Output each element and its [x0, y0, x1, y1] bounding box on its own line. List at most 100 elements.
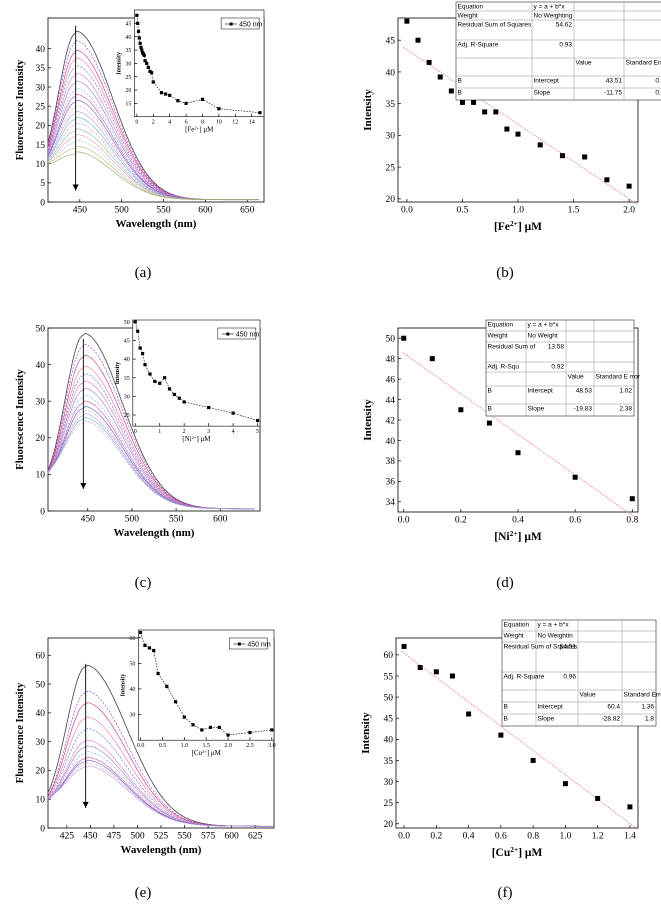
chart-f-x-tick-label: 0.0	[398, 832, 410, 842]
chart-e-inset-point	[248, 730, 252, 735]
chart-f-x-tick-label: 1.0	[559, 832, 571, 842]
chart-a-inset-point	[217, 107, 221, 111]
chart-c-y-tick-label: 40	[36, 361, 46, 371]
chart-f-stats-equation: y = a + b*x	[538, 622, 570, 629]
chart-e-x-axis-label: Wavelength (nm)	[121, 844, 202, 856]
chart-f-data-point	[627, 804, 633, 810]
chart-f-stats-r2: 0.96	[563, 674, 576, 681]
chart-e-inset-point	[173, 700, 178, 704]
chart-c-inset-point	[177, 396, 181, 400]
chart-c-y-tick-label: 0	[40, 507, 45, 517]
chart-e-inset-y-tick-label: 60	[129, 636, 135, 642]
chart-e-inset-legend-box	[229, 637, 268, 650]
chart-b-y-tick-label: 45	[386, 37, 396, 47]
chart-a-inset-point	[145, 61, 149, 65]
chart-e-x-tick-label: 625	[248, 832, 263, 842]
chart-e-y-tick-label: 50	[36, 680, 46, 690]
chart-c-inset-point	[138, 346, 142, 350]
chart-a-spectrum-curve	[47, 151, 259, 200]
chart-d-data-point	[401, 335, 407, 341]
chart-d-stats-frame	[485, 319, 635, 417]
chart-f-data-point	[562, 781, 568, 787]
chart-e-inset-legend-marker	[237, 642, 241, 646]
chart-a-x-tick-label: 500	[115, 206, 130, 216]
chart-c-inset-point	[148, 372, 152, 376]
chart-a-inset-x-tick-label: 14	[249, 120, 255, 126]
chart-f-stats-rss-label: Residual Sum of Squares	[504, 644, 578, 651]
chart-a-inset-point	[146, 65, 150, 69]
chart-a-x-tick-label: 650	[240, 206, 255, 216]
chart-d-y-axis-label: Intensity	[362, 399, 374, 441]
chart-f-data-point	[466, 711, 472, 717]
chart-a-inset-legend-label: 450 nm	[239, 21, 263, 28]
chart-a-inset-point	[143, 59, 147, 63]
chart-e-inset-point	[191, 723, 195, 727]
chart-d-fit-line	[402, 352, 639, 520]
chart-c-inset-x-tick-label: 1	[158, 429, 161, 435]
chart-f-data-point	[530, 757, 536, 763]
chart-a-inset-point	[136, 21, 140, 25]
chart-a-inset-x-tick-label: 10	[216, 120, 222, 126]
chart-c-inset-point	[158, 381, 162, 385]
chart-f-stats-frame	[501, 619, 657, 727]
chart-c-x-tick-label: 500	[125, 515, 140, 525]
chart-b-x-tick-label: 1.0	[512, 206, 524, 216]
chart-f-y-tick-label: 45	[384, 715, 394, 725]
chart-b-y-tick-label: 30	[386, 132, 396, 142]
chart-f-y-tick-label: 40	[384, 736, 394, 746]
chart-f-y-tick-label: 25	[384, 799, 394, 809]
chart-e-y-tick-label: 30	[36, 738, 46, 748]
chart-c-inset-point	[182, 400, 186, 404]
chart-a-y-axis-label: Fluorescence Intensity	[15, 59, 26, 160]
chart-d-data-point	[486, 420, 492, 426]
chart-d-stats-weight: No Weight	[528, 333, 558, 340]
chart-f-x-axis-label: [Cu2+] μM	[492, 845, 543, 860]
chart-a-inset-legend-box	[220, 17, 260, 30]
chart-e-inset-point	[182, 715, 186, 719]
chart-e-x-tick-label: 500	[130, 832, 145, 842]
chart-e-x-tick-label: 575	[201, 832, 216, 842]
chart-d-x-tick-label: 0.8	[626, 516, 638, 526]
chart-b-data-point	[559, 153, 565, 159]
chart-d-stats-r2: 0.92	[551, 364, 564, 371]
chart-f-data-point	[449, 673, 455, 679]
chart-c-spectrum-curve	[47, 409, 255, 510]
chart-f-stats-se: 1.8	[645, 716, 654, 723]
chart-f-stats-weight-label: Weight	[504, 633, 524, 640]
chart-d-stats-r2-label: Adj. R-Squ	[488, 364, 520, 371]
chart-a-inset-y-tick-label: 30	[125, 61, 131, 67]
chart-c-inset-x-tick-label: 2	[183, 429, 186, 435]
chart-a-inset-point	[184, 101, 188, 105]
chart-d-stats-equation-label: Equation	[488, 322, 514, 329]
chart-d-data-point	[629, 496, 635, 502]
chart-b-y-axis-label: Intensity	[362, 89, 374, 131]
chart-b-data-point	[471, 99, 477, 105]
chart-b-data-point	[482, 109, 488, 115]
chart-b-stats-table: Equation y = a + b*x Weight No WeightingRes…	[455, 1, 661, 101]
chart-b-stats-weight: No Weighting	[534, 13, 573, 20]
chart-c-inset-point	[140, 351, 145, 356]
chart-a-inset-x-tick-label: 12	[232, 120, 238, 126]
chart-f-stats-value: -28.82	[602, 716, 621, 723]
chart-f-stats-se: 1.36	[641, 704, 654, 711]
chart-a-quench-arrow-head	[72, 184, 79, 191]
chart-e-y-tick-label: 60	[36, 652, 46, 662]
chart-d-stats-rss: 13.58	[548, 344, 565, 351]
chart-c-inset-y-tick-label: 40	[124, 357, 130, 363]
chart-c-inset-y-tick-label: 25	[124, 413, 130, 419]
panel-label-e: (e)	[135, 885, 152, 901]
chart-d-stats-weight-label: Weight	[488, 333, 508, 340]
chart-e-quench-arrow-head	[82, 801, 89, 808]
chart-d-stats-value: 48.53	[576, 388, 593, 395]
chart-b-x-tick-label: 0.5	[457, 206, 469, 216]
chart-f-y-tick-label: 50	[384, 693, 394, 703]
chart-a-spectrum-curve	[47, 139, 259, 200]
chart-c-inset-y-tick-label: 45	[124, 339, 130, 345]
chart-f-data-point	[498, 732, 504, 738]
chart-b-stats-r2: 0.93	[559, 42, 572, 49]
chart-c-inset-series-line	[134, 321, 258, 421]
chart-e-inset-point	[226, 733, 230, 737]
chart-d-y-tick-label: 36	[386, 478, 396, 488]
chart-b-y-tick-label: 25	[386, 163, 396, 173]
chart-f-x-tick-label: 1.2	[592, 832, 604, 842]
